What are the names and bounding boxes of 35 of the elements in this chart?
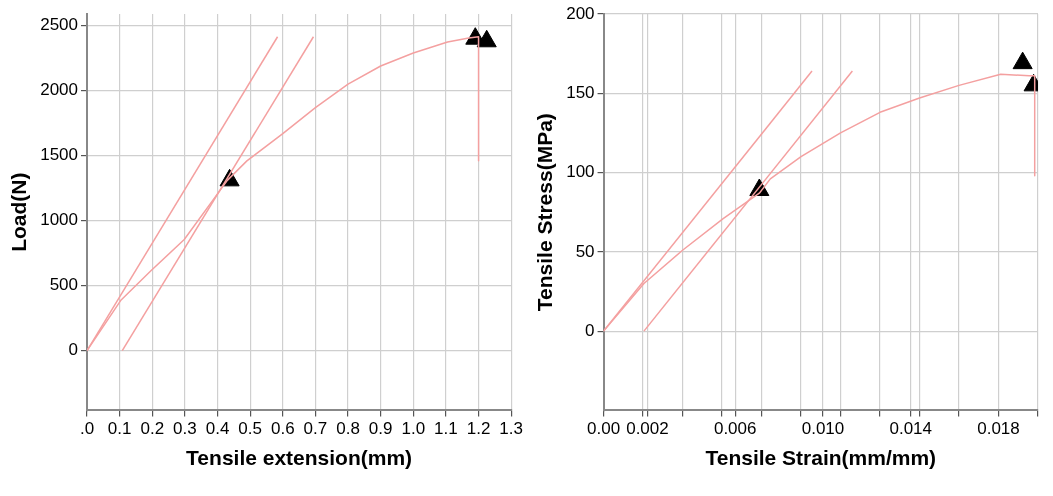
x-tick-label: 0.8 <box>336 419 360 439</box>
y-tick-label: 0 <box>68 340 79 360</box>
y-tick-label: 500 <box>49 275 79 295</box>
y-tick-label: 2500 <box>40 15 79 35</box>
y-axis-title: Tensile Stress(MPa) <box>533 113 557 312</box>
y-tick-label: 1000 <box>40 210 79 230</box>
x-tick-label: .0 <box>79 419 95 439</box>
x-tick-label: 1.3 <box>499 419 523 439</box>
x-tick-label: 0.7 <box>303 419 328 439</box>
x-tick-label: 0.3 <box>173 419 197 439</box>
x-tick-label: 0.6 <box>270 419 295 439</box>
x-tick-label: 0.00 <box>587 419 621 439</box>
x-tick-label: 0.018 <box>977 419 1020 439</box>
y-tick-label: 200 <box>566 3 595 23</box>
y-tick-label: 0 <box>585 320 595 340</box>
y-tick-label: 50 <box>575 241 595 261</box>
x-tick-label: 0.4 <box>205 419 230 439</box>
x-tick-label: 0.014 <box>889 419 933 439</box>
x-tick-label: 1.2 <box>466 419 491 439</box>
y-tick-label: 150 <box>566 82 595 102</box>
x-tick-label: 0.1 <box>107 419 132 439</box>
y-tick-label: 1500 <box>40 145 79 165</box>
x-tick-label: 0.2 <box>140 419 165 439</box>
x-tick-label: 0.9 <box>368 419 393 439</box>
y-tick-label: 2000 <box>40 80 79 100</box>
x-tick-label: 1.0 <box>401 419 426 439</box>
x-tick-label: 1.1 <box>434 419 458 439</box>
x-tick-label: 0.5 <box>238 419 262 439</box>
y-tick-label: 100 <box>566 162 595 182</box>
x-axis-title: Tensile extension(mm) <box>186 446 413 470</box>
x-tick-label: 0.010 <box>801 419 845 439</box>
x-tick-label: 0.002 <box>626 419 669 439</box>
y-axis-title: Load(N) <box>7 172 31 252</box>
x-tick-label: 0.006 <box>713 419 757 439</box>
x-axis-title: Tensile Strain(mm/mm) <box>705 446 937 470</box>
